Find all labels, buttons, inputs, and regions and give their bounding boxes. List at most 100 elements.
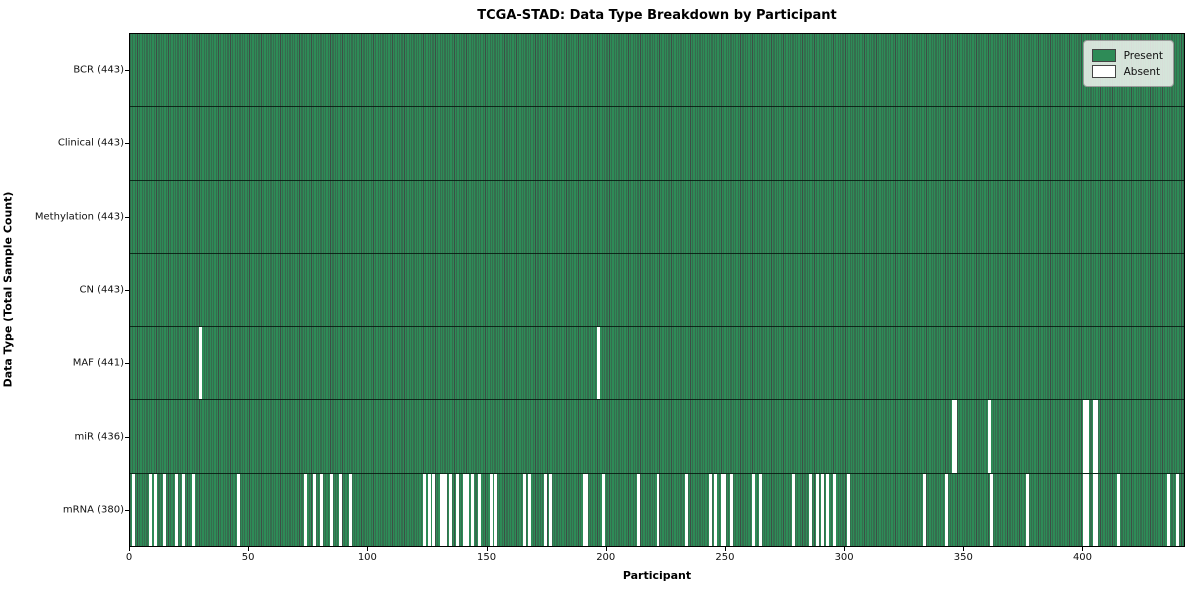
absent-gap — [723, 473, 727, 546]
y-tick-label-methylation: Methylation (443) — [34, 211, 124, 223]
row-mir — [130, 399, 1184, 473]
x-tick-label: 350 — [953, 552, 973, 563]
absent-gap — [439, 473, 443, 546]
y-tick — [125, 363, 129, 365]
absent-gap — [751, 473, 755, 546]
absent-gap — [809, 473, 813, 546]
absent-gap — [685, 473, 689, 546]
x-axis-label: Participant — [622, 569, 692, 582]
row-bcr — [130, 34, 1184, 107]
legend-swatch-present — [1091, 49, 1116, 62]
absent-gap — [339, 473, 343, 546]
absent-gap — [349, 473, 352, 546]
y-tick-label-mir: miR (436) — [74, 431, 124, 443]
y-tick-label-maf: MAF (441) — [72, 357, 124, 369]
plot-area: Present Absent — [129, 33, 1185, 547]
y-tick — [125, 69, 129, 71]
absent-gap — [954, 400, 958, 473]
absent-gap — [163, 473, 167, 546]
y-tick — [125, 290, 129, 291]
absent-gap — [1085, 473, 1089, 546]
legend-item-present: Present — [1091, 49, 1163, 62]
x-tick-label: 0 — [125, 552, 133, 563]
absent-gap — [990, 473, 994, 546]
absent-gap — [153, 473, 157, 546]
absent-gap — [494, 473, 498, 546]
x-tick — [1082, 547, 1084, 551]
x-tick-label: 100 — [357, 552, 377, 563]
legend-label: Absent — [1123, 65, 1161, 78]
absent-gap — [923, 473, 927, 546]
absent-gap — [549, 473, 553, 546]
chart-title: TCGA-STAD: Data Type Breakdown by Partic… — [477, 8, 837, 23]
absent-gap — [132, 473, 136, 546]
absent-gap — [987, 400, 991, 473]
absent-gap — [601, 473, 605, 546]
absent-gap — [544, 473, 548, 546]
absent-gap — [759, 473, 762, 546]
absent-gap — [320, 473, 324, 546]
absent-gap — [236, 473, 240, 546]
x-tick — [486, 547, 488, 551]
absent-gap — [582, 473, 586, 546]
x-tick — [129, 547, 130, 551]
absent-gap — [1083, 400, 1087, 473]
y-tick-label-clinical: Clinical (443) — [57, 137, 124, 149]
absent-gap — [596, 327, 600, 400]
y-tick — [125, 216, 129, 218]
absent-gap — [713, 473, 717, 546]
absent-gap — [720, 473, 724, 546]
row-maf — [130, 326, 1184, 400]
y-tick — [125, 510, 129, 512]
x-tick — [844, 547, 846, 551]
x-tick — [724, 547, 726, 551]
legend-label: Present — [1123, 49, 1163, 62]
y-tick — [125, 436, 129, 438]
x-tick-label: 150 — [477, 552, 497, 563]
x-tick-label: 200 — [596, 552, 616, 563]
absent-gap — [1095, 400, 1099, 473]
absent-gap — [1166, 473, 1170, 546]
absent-gap — [463, 473, 467, 546]
legend-swatch-absent — [1091, 65, 1116, 78]
absent-gap — [708, 473, 712, 546]
absent-gap — [1092, 400, 1096, 473]
x-tick — [367, 547, 369, 551]
absent-gap — [449, 473, 453, 546]
absent-gap — [422, 473, 426, 546]
absent-gap — [1083, 473, 1087, 546]
legend: Present Absent — [1082, 40, 1174, 87]
absent-gap — [1176, 473, 1180, 546]
row-methylation — [130, 179, 1184, 253]
absent-gap — [944, 473, 948, 546]
row-cn — [130, 252, 1184, 327]
absent-gap — [441, 473, 445, 546]
absent-gap — [820, 473, 824, 546]
absent-gap — [182, 473, 186, 546]
absent-gap — [427, 473, 431, 546]
absent-gap — [465, 473, 469, 546]
absent-gap — [656, 473, 660, 546]
absent-gap — [198, 327, 202, 400]
absent-gap — [792, 473, 796, 546]
y-tick-label-mrna: mRNA (380) — [62, 504, 124, 516]
absent-gap — [527, 473, 531, 546]
absent-gap — [470, 473, 474, 546]
absent-gap — [952, 400, 956, 473]
absent-gap — [637, 473, 641, 546]
absent-gap — [584, 473, 588, 546]
x-tick — [963, 547, 965, 551]
row-clinical — [130, 106, 1184, 180]
x-tick — [248, 547, 250, 551]
x-tick-label: 50 — [241, 552, 255, 563]
heatmap-rows — [130, 34, 1184, 546]
y-tick-label-bcr: BCR (443) — [73, 64, 124, 76]
x-tick-label: 250 — [715, 552, 735, 563]
absent-gap — [1116, 473, 1120, 546]
absent-gap — [303, 473, 307, 546]
absent-gap — [730, 473, 734, 546]
x-tick-label: 400 — [1072, 552, 1093, 563]
legend-item-absent: Absent — [1091, 65, 1163, 78]
absent-gap — [523, 473, 526, 546]
